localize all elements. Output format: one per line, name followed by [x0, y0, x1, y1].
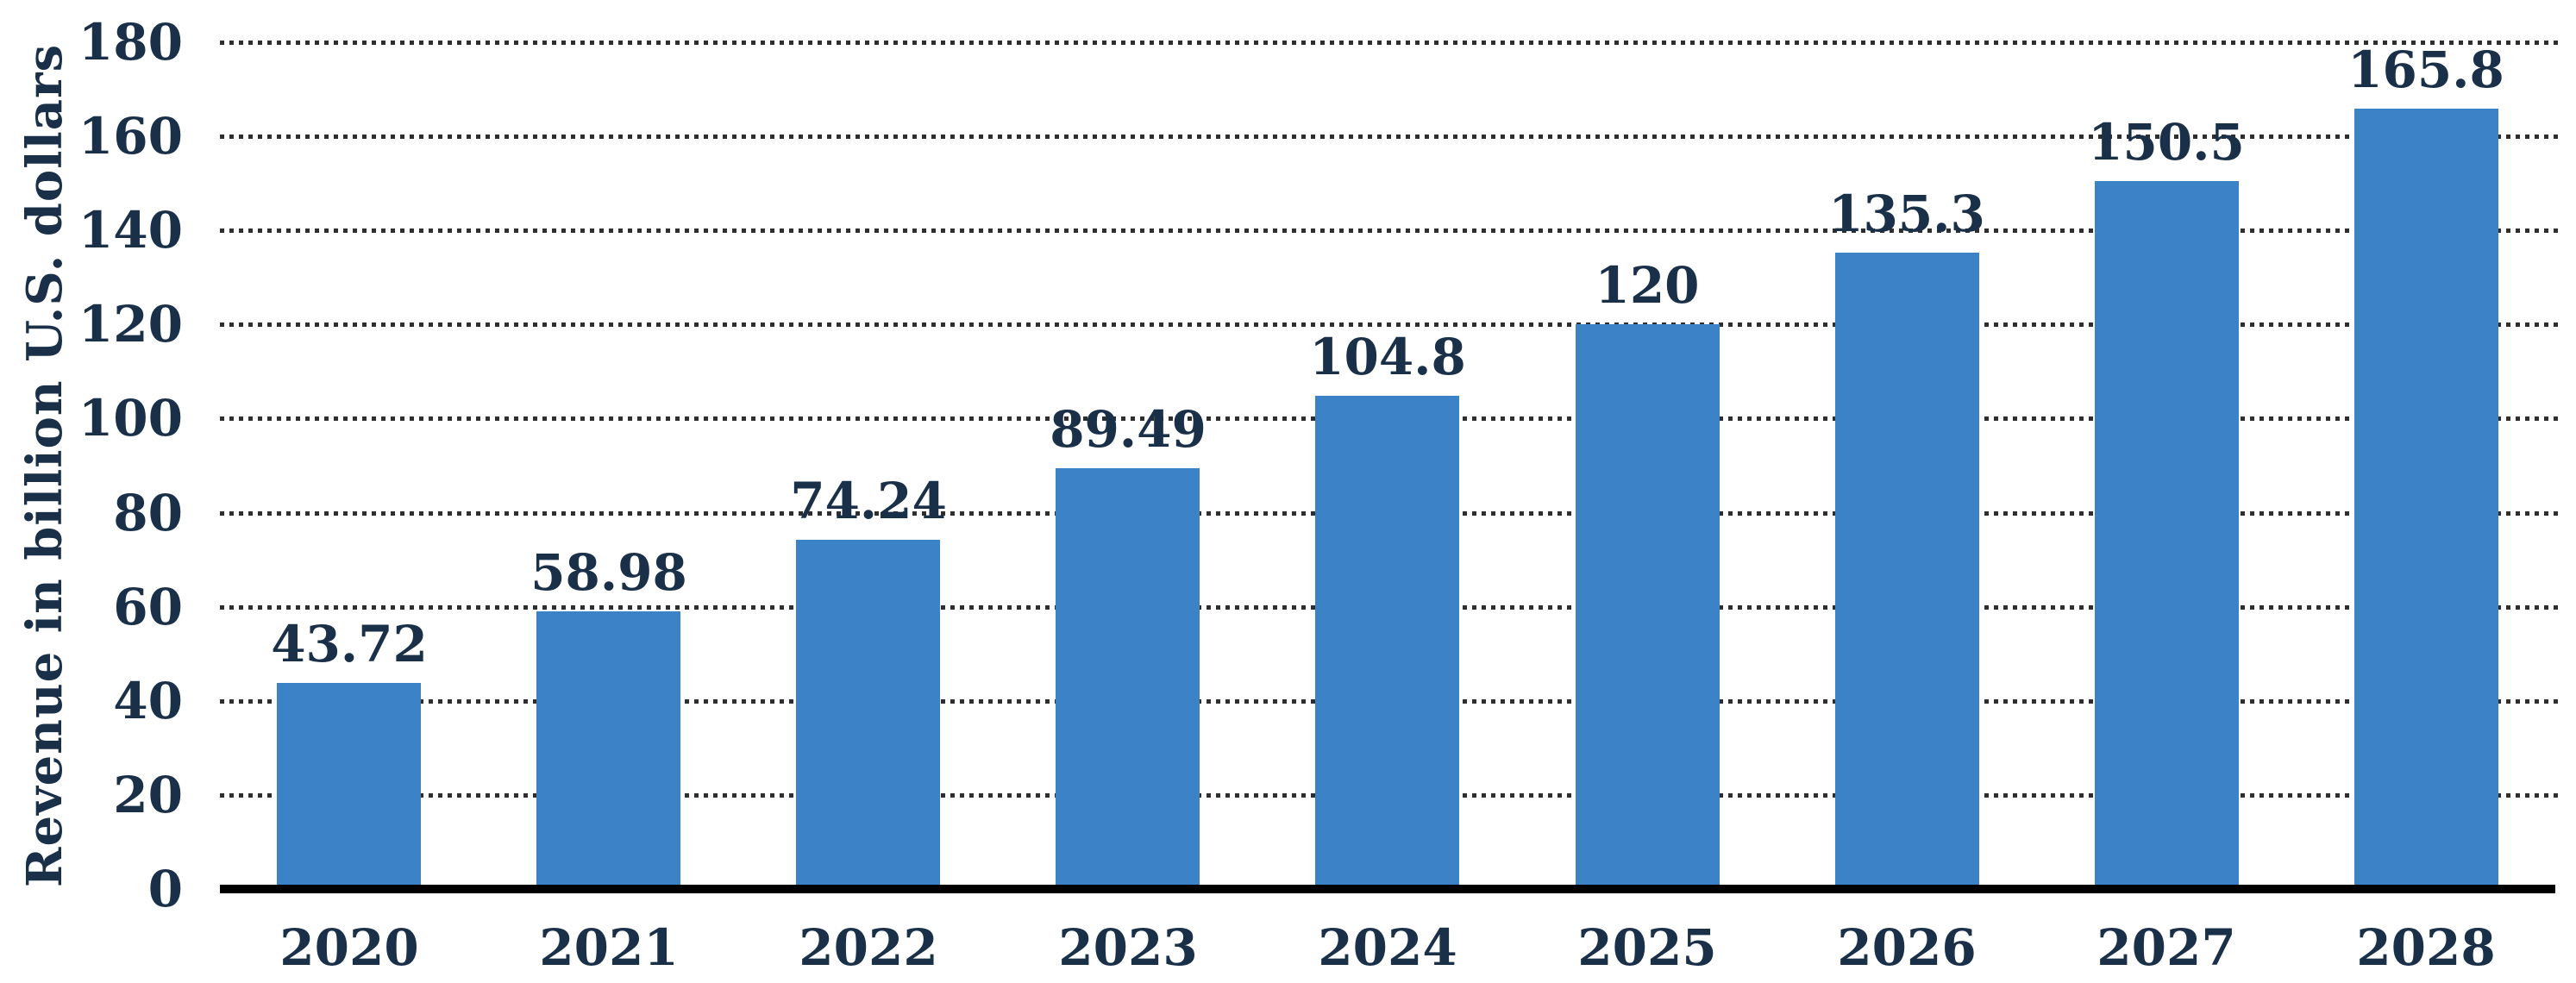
y-axis-title: Revenue in billion U.S. dollars: [16, 43, 73, 888]
bar-2026: [1835, 253, 1979, 892]
bar-2028: [2354, 109, 2498, 892]
y-tick-label-60: 60: [113, 577, 183, 636]
bar-value-label-2027: 150.5: [2088, 113, 2245, 172]
bar-2027: [2095, 181, 2239, 892]
x-tick-label-2022: 2022: [799, 918, 938, 977]
y-tick-label-100: 100: [78, 389, 183, 448]
gridline-120: [220, 322, 2560, 328]
gridline-140: [220, 229, 2560, 234]
bar-value-label-2028: 165.8: [2347, 41, 2504, 100]
y-tick-label-140: 140: [78, 201, 183, 260]
bar-value-label-2026: 135.3: [1828, 185, 1985, 244]
bar-value-label-2023: 89.49: [1050, 400, 1207, 460]
bar-2025: [1576, 324, 1720, 892]
gridline-160: [220, 135, 2560, 140]
gridline-180: [220, 41, 2560, 45]
bar-value-label-2021: 58.98: [530, 543, 687, 603]
x-tick-label-2027: 2027: [2097, 918, 2236, 977]
x-tick-label-2024: 2024: [1318, 918, 1457, 977]
bar-2021: [536, 611, 680, 892]
y-tick-label-120: 120: [78, 295, 183, 354]
y-tick-label-0: 0: [147, 860, 183, 918]
y-tick-label-180: 180: [78, 13, 183, 72]
bar-2022: [796, 540, 940, 892]
bar-value-label-2024: 104.8: [1309, 328, 1466, 387]
y-tick-label-20: 20: [113, 765, 183, 824]
y-tick-label-40: 40: [113, 671, 183, 730]
y-tick-label-80: 80: [113, 483, 183, 542]
y-tick-label-160: 160: [78, 107, 183, 166]
x-axis-line: [220, 885, 2555, 893]
bar-2024: [1315, 396, 1459, 892]
bar-2020: [277, 683, 421, 892]
bar-2023: [1056, 468, 1200, 892]
bar-value-label-2025: 120: [1595, 256, 1700, 316]
bar-value-label-2022: 74.24: [790, 472, 947, 531]
x-tick-label-2020: 2020: [279, 918, 419, 977]
x-tick-label-2028: 2028: [2356, 918, 2496, 977]
x-tick-label-2025: 2025: [1577, 918, 1717, 977]
x-tick-label-2026: 2026: [1837, 918, 1977, 977]
x-tick-label-2021: 2021: [539, 918, 679, 977]
bar-value-label-2020: 43.72: [271, 615, 428, 674]
x-tick-label-2023: 2023: [1058, 918, 1198, 977]
